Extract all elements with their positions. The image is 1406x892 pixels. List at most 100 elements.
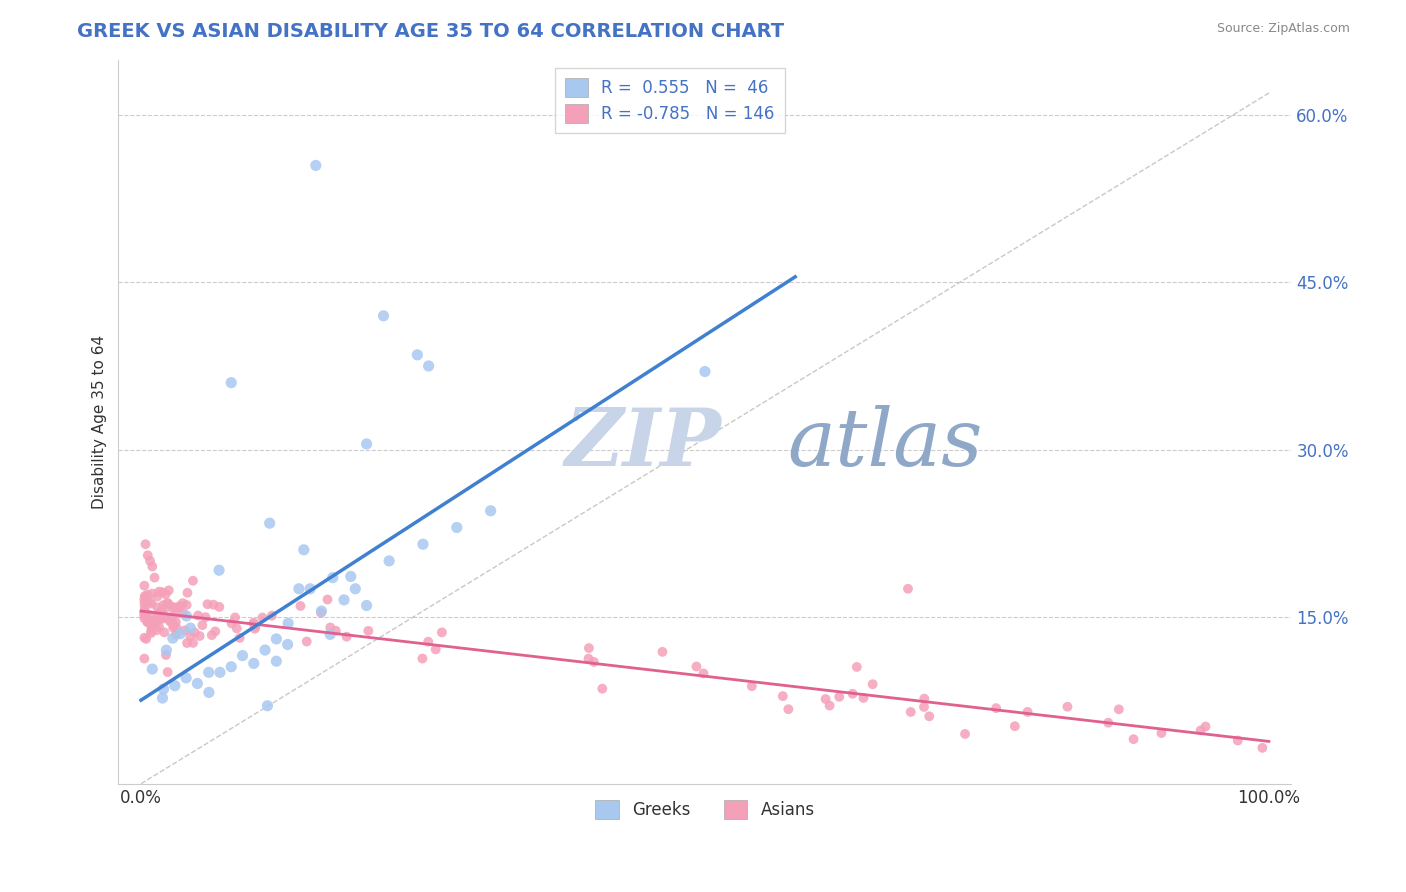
Point (1251, 740, 1274, 755)
Point (406, 348, 429, 362)
Point (197, 597, 219, 611)
Point (309, 606, 332, 620)
Point (772, 689, 794, 703)
Point (135, 595, 157, 609)
Point (134, 592, 156, 607)
Point (134, 579, 156, 593)
Point (141, 662, 163, 676)
Point (148, 620, 170, 634)
Point (156, 665, 179, 679)
Point (135, 609, 157, 624)
Point (818, 698, 841, 713)
Point (165, 628, 187, 642)
Point (181, 574, 204, 588)
Point (243, 617, 266, 632)
Point (198, 685, 221, 699)
Point (591, 681, 613, 696)
Point (243, 657, 266, 671)
Point (157, 597, 180, 611)
Point (135, 606, 157, 620)
Point (165, 615, 187, 629)
Point (256, 698, 278, 713)
Text: atlas: atlas (787, 405, 983, 483)
Point (134, 589, 156, 603)
Point (159, 615, 181, 629)
Point (862, 677, 884, 691)
Point (254, 643, 277, 657)
Point (143, 614, 166, 628)
Point (578, 641, 600, 656)
Point (153, 625, 176, 640)
Point (150, 585, 173, 599)
Point (160, 599, 183, 614)
Point (162, 621, 184, 635)
Point (984, 701, 1007, 715)
Point (167, 600, 190, 615)
Point (277, 638, 299, 652)
Point (176, 636, 198, 650)
Point (141, 559, 163, 574)
Point (139, 554, 162, 568)
Point (141, 597, 163, 611)
Point (266, 654, 288, 668)
Point (169, 599, 191, 614)
Point (176, 609, 198, 624)
Point (134, 607, 156, 621)
Point (741, 679, 763, 693)
Point (194, 610, 217, 624)
Point (143, 571, 166, 585)
Point (176, 586, 198, 600)
Point (188, 629, 211, 643)
Point (139, 626, 162, 640)
Point (163, 618, 186, 632)
Point (1097, 715, 1119, 730)
Point (292, 542, 315, 557)
Point (224, 610, 246, 624)
Point (260, 608, 283, 623)
Point (174, 671, 197, 685)
Point (578, 651, 600, 665)
Point (139, 618, 162, 632)
Point (146, 590, 169, 604)
Point (245, 620, 267, 634)
Point (1017, 705, 1039, 719)
Point (166, 621, 188, 635)
Point (143, 617, 166, 632)
Point (143, 615, 166, 629)
Point (841, 687, 863, 701)
Point (339, 569, 361, 583)
Point (219, 659, 242, 673)
Y-axis label: Disability Age 35 to 64: Disability Age 35 to 64 (93, 334, 107, 508)
Point (252, 610, 274, 624)
Point (134, 600, 156, 615)
Point (651, 645, 673, 659)
Text: ZIP: ZIP (564, 405, 721, 483)
Point (134, 605, 156, 619)
Point (242, 615, 264, 630)
Point (163, 679, 186, 693)
Point (311, 604, 333, 618)
Point (134, 651, 156, 665)
Point (148, 584, 170, 599)
Point (146, 624, 169, 638)
Point (136, 549, 159, 563)
Point (692, 666, 714, 681)
Point (169, 626, 191, 640)
Point (172, 607, 194, 621)
Point (295, 634, 318, 648)
Point (266, 632, 288, 646)
Point (259, 516, 281, 531)
Point (1194, 719, 1216, 733)
Point (221, 616, 243, 631)
Point (136, 615, 159, 629)
Point (814, 692, 837, 706)
Point (134, 596, 156, 610)
Point (225, 621, 247, 635)
Point (208, 599, 231, 614)
Text: Source: ZipAtlas.com: Source: ZipAtlas.com (1216, 22, 1350, 36)
Point (179, 629, 201, 643)
Point (152, 691, 174, 706)
Point (187, 608, 209, 623)
Point (146, 611, 169, 625)
Point (418, 634, 440, 648)
